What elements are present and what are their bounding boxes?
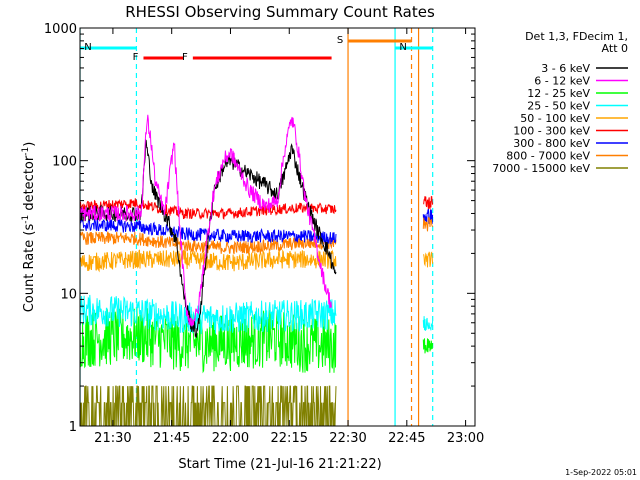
series-line-100-300-keV <box>80 198 337 220</box>
flag-label-N-1: N <box>399 42 406 53</box>
legend-label-0: 3 - 6 keV <box>541 62 590 75</box>
series-line-6-12-keV <box>80 114 332 327</box>
segment2-line-0 <box>423 195 434 211</box>
y-axis-label: Count Rate (s-1 detector-1) <box>21 142 37 313</box>
timestamp: 1-Sep-2022 05:01 <box>565 468 637 477</box>
series-line-50-100-keV <box>80 249 337 273</box>
flag-label-F-3: F <box>182 52 188 63</box>
y-axis: 1 10 100 1000 <box>44 22 475 435</box>
flag-label-S-4: S <box>337 35 343 46</box>
legend-label-4: 50 - 100 keV <box>520 112 590 125</box>
series-line-800-7000-keV <box>80 231 337 255</box>
y-tick-label-0: 1 <box>69 420 77 435</box>
plot-frame <box>79 27 476 427</box>
x-tick-label-6: 23:00 <box>447 431 484 446</box>
legend-label-7: 800 - 7000 keV <box>506 150 590 163</box>
legend-header-line-1: Det 1,3, FDecim 1, <box>525 30 628 43</box>
y-tick-label-3: 1000 <box>44 22 77 37</box>
flag-label-N-0: N <box>84 42 91 53</box>
segment2-line-2 <box>422 216 434 232</box>
x-axis: 21:30 21:45 22:00 22:15 22:30 22:45 23:00 <box>94 28 484 446</box>
x-tick-label-1: 21:45 <box>153 431 190 446</box>
x-tick-label-0: 21:30 <box>94 431 131 446</box>
x-tick-label-3: 22:15 <box>271 431 308 446</box>
y-tick-label-1: 10 <box>60 287 77 302</box>
chart-title: RHESSI Observing Summary Count Rates <box>125 3 435 21</box>
plot-area <box>80 28 434 426</box>
x-tick-label-4: 22:30 <box>329 431 366 446</box>
y-tick-label-2: 100 <box>52 155 77 170</box>
segment2-line-3 <box>423 251 434 268</box>
series-line-3-6-keV <box>80 138 337 338</box>
legend-label-3: 25 - 50 keV <box>527 100 590 113</box>
legend-label-5: 100 - 300 keV <box>513 125 590 138</box>
legend-label-6: 300 - 800 keV <box>513 137 590 150</box>
x-tick-label-2: 22:00 <box>212 431 249 446</box>
x-axis-label: Start Time (21-Jul-16 21:21:22) <box>178 457 381 472</box>
segment2-line-5 <box>422 338 434 354</box>
legend-label-2: 12 - 25 keV <box>527 87 590 100</box>
segment2-line-4 <box>422 316 434 331</box>
segment2-line-1 <box>422 208 434 224</box>
legend-header-line-2: Att 0 <box>602 42 628 55</box>
legend-label-1: 6 - 12 keV <box>534 75 590 88</box>
legend-label-8: 7000 - 15000 keV <box>492 162 590 175</box>
flag-label-F-2: F <box>133 52 139 63</box>
series-line-25-50-keV <box>80 294 337 335</box>
x-tick-label-5: 22:45 <box>388 431 425 446</box>
series-line-7000-15000-keV <box>80 385 337 426</box>
